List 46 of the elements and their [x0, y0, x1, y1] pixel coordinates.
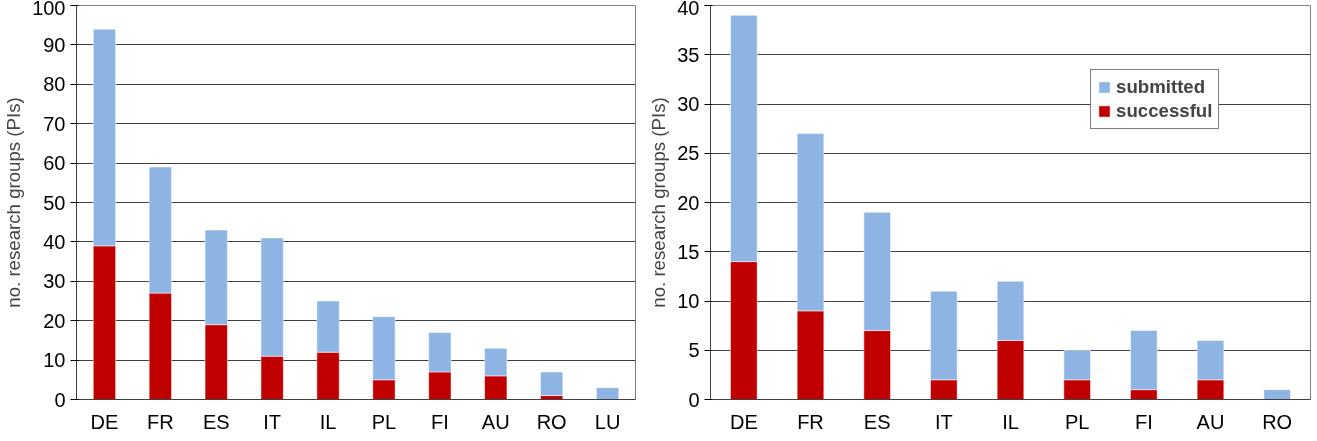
x-tick-label: IL	[1002, 410, 1019, 433]
x-tick-label: AU	[1196, 410, 1225, 433]
legend-label: successful	[1116, 100, 1213, 122]
y-tick-label: 0	[688, 388, 700, 411]
bar	[1263, 389, 1291, 400]
x-tick-label: LU	[594, 410, 621, 433]
y-tick-label: 60	[43, 152, 66, 175]
y-tick-label: 25	[677, 142, 700, 165]
x-tick-label: FR	[147, 410, 174, 433]
y-tick-label: 5	[688, 339, 700, 362]
y-tick-label: 100	[32, 0, 66, 19]
x-tick-label: IT	[934, 410, 953, 433]
y-tick-label: 90	[43, 33, 66, 56]
x-tick-label: IL	[319, 410, 337, 433]
x-tick-label: IT	[263, 410, 282, 433]
y-tick-label: 20	[677, 191, 700, 214]
y-tick-label: 10	[43, 349, 66, 372]
y-tick-label: 70	[43, 112, 66, 135]
y-tick-label: 80	[43, 73, 66, 96]
x-tick-label: PL	[371, 410, 397, 433]
bar	[540, 371, 564, 396]
y-tick-label: 50	[43, 191, 66, 214]
y-tick-label: 0	[54, 388, 66, 411]
x-tick-label: RO	[1262, 410, 1293, 433]
y-tick-label: 40	[43, 230, 66, 253]
x-tick-label: RO	[536, 410, 567, 433]
y-tick-label: 30	[677, 93, 700, 115]
x-tick-label: ES	[202, 410, 230, 433]
x-tick-label: FI	[430, 410, 449, 433]
y-tick-label: 15	[677, 240, 700, 263]
x-tick-label: DE	[90, 410, 119, 433]
y-tick-label: 30	[43, 270, 66, 293]
x-tick-label: FR	[797, 410, 824, 433]
bar	[596, 387, 619, 400]
y-axis-title: no. research groups (PIs)	[3, 97, 25, 308]
x-tick-label: AU	[481, 410, 510, 433]
y-tick-label: 10	[677, 290, 700, 312]
y-tick-label: 40	[677, 0, 700, 19]
x-tick-label: FI	[1134, 410, 1153, 433]
y-axis-title: no. research groups (PIs)	[648, 97, 670, 308]
legend-label: submitted	[1116, 76, 1206, 98]
y-tick-label: 35	[677, 43, 700, 66]
x-tick-label: PL	[1064, 410, 1090, 433]
x-tick-label: ES	[863, 410, 891, 433]
x-tick-label: DE	[729, 410, 758, 433]
y-tick-label: 20	[43, 309, 66, 332]
